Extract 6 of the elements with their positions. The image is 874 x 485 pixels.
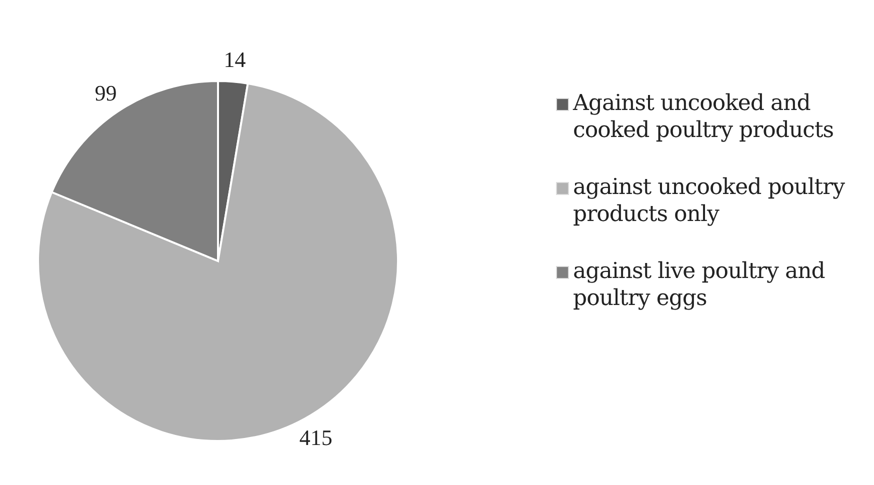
data-label: 415 bbox=[299, 425, 332, 450]
legend-label: against live poultry and poultry eggs bbox=[573, 258, 826, 312]
legend-label: Against uncooked and cooked poultry products bbox=[573, 90, 835, 144]
data-label: 99 bbox=[94, 80, 117, 106]
data-label: 14 bbox=[224, 47, 246, 72]
legend-label: against uncooked poultry products only bbox=[573, 174, 846, 228]
